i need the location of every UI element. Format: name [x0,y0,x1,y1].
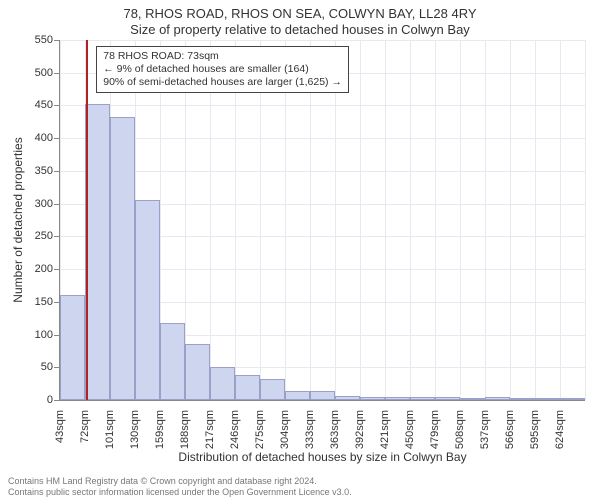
footer-line-1: Contains HM Land Registry data © Crown c… [8,476,352,487]
x-tick-label: 624sqm [554,410,566,455]
histogram-bar [310,391,335,400]
property-marker-line [86,40,88,400]
annotation-line-1: 78 RHOS ROAD: 73sqm [103,50,342,63]
footer: Contains HM Land Registry data © Crown c… [8,476,352,498]
annotation-line-2: ← 9% of detached houses are smaller (164… [103,63,342,76]
y-tick-label: 250 [13,230,53,242]
y-tick-label: 50 [13,361,53,373]
x-tick-label: 304sqm [279,410,291,455]
histogram-bar [260,379,285,400]
x-tick-label: 363sqm [329,410,341,455]
x-tick-label: 159sqm [154,410,166,455]
y-tick-label: 200 [13,263,53,275]
plot-area: 78 RHOS ROAD: 73sqm ← 9% of detached hou… [60,40,585,400]
x-tick-label: 450sqm [404,410,416,455]
x-tick-label: 537sqm [479,410,491,455]
x-tick-label: 333sqm [304,410,316,455]
x-tick-label: 217sqm [204,410,216,455]
x-tick-label: 595sqm [529,410,541,455]
x-tick-label: 101sqm [104,410,116,455]
title-line-2: Size of property relative to detached ho… [0,22,600,37]
x-tick-label: 392sqm [354,410,366,455]
histogram-bar [135,200,160,400]
x-tick-label: 421sqm [379,410,391,455]
histogram-bar [60,295,85,400]
x-tick-label: 508sqm [454,410,466,455]
y-axis-label: Number of detached properties [11,137,25,302]
x-tick-label: 275sqm [254,410,266,455]
title-line-1: 78, RHOS ROAD, RHOS ON SEA, COLWYN BAY, … [0,6,600,21]
x-axis [60,400,585,401]
bars [60,40,585,400]
histogram-bar [85,104,110,400]
y-tick-label: 350 [13,165,53,177]
annotation-box: 78 RHOS ROAD: 73sqm ← 9% of detached hou… [96,46,349,93]
histogram-bar [110,117,135,400]
y-tick-label: 450 [13,99,53,111]
x-tick-label: 246sqm [229,410,241,455]
x-tick-label: 188sqm [179,410,191,455]
histogram-bar [210,367,235,400]
histogram-bar [235,375,260,400]
histogram-bar [160,323,185,400]
x-tick-label: 43sqm [54,410,66,455]
y-tick-label: 100 [13,329,53,341]
y-tick-label: 0 [13,394,53,406]
histogram-bar [285,391,310,400]
x-tick-label: 130sqm [129,410,141,455]
x-tick-label: 72sqm [79,410,91,455]
annotation-line-3: 90% of semi-detached houses are larger (… [103,76,342,89]
y-tick-label: 550 [13,34,53,46]
y-tick-label: 400 [13,132,53,144]
x-tick-label: 566sqm [504,410,516,455]
y-tick-label: 300 [13,198,53,210]
footer-line-2: Contains public sector information licen… [8,487,352,498]
figure: 78, RHOS ROAD, RHOS ON SEA, COLWYN BAY, … [0,0,600,500]
y-tick-label: 500 [13,67,53,79]
y-tick-label: 150 [13,296,53,308]
histogram-bar [185,344,210,400]
x-tick-label: 479sqm [429,410,441,455]
y-axis [59,40,60,400]
